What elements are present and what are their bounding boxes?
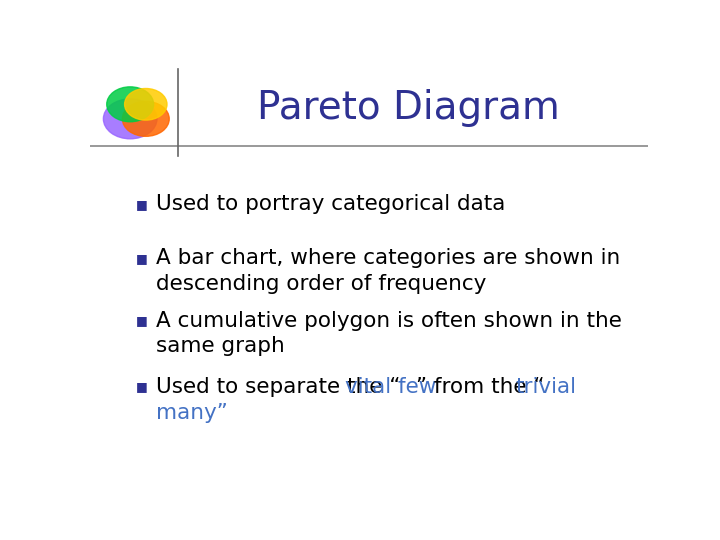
Text: descending order of frequency: descending order of frequency (156, 274, 486, 294)
Text: ” from the “: ” from the “ (416, 377, 544, 397)
Text: same graph: same graph (156, 336, 284, 356)
Text: ■: ■ (135, 381, 147, 394)
Text: ■: ■ (135, 314, 147, 327)
Text: A bar chart, where categories are shown in: A bar chart, where categories are shown … (156, 248, 620, 268)
Text: vital few: vital few (345, 377, 436, 397)
Circle shape (125, 89, 167, 120)
Text: ■: ■ (135, 198, 147, 211)
Circle shape (122, 102, 169, 136)
Text: Pareto Diagram: Pareto Diagram (257, 90, 559, 127)
Text: Used to separate the “: Used to separate the “ (156, 377, 400, 397)
Text: A cumulative polygon is often shown in the: A cumulative polygon is often shown in t… (156, 310, 621, 330)
Text: Used to portray categorical data: Used to portray categorical data (156, 194, 505, 214)
Circle shape (104, 99, 157, 139)
Text: many”: many” (156, 403, 228, 423)
Text: ■: ■ (135, 252, 147, 265)
Circle shape (107, 87, 153, 122)
Text: trivial: trivial (516, 377, 577, 397)
